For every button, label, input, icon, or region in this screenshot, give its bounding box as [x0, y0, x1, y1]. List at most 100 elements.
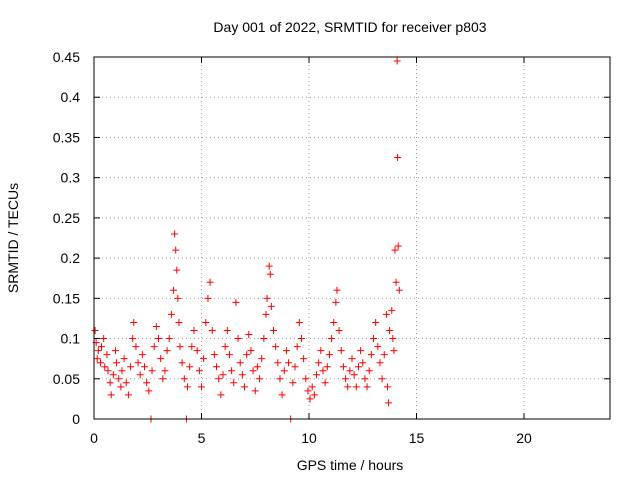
data-point [200, 355, 208, 363]
data-point [132, 343, 140, 351]
data-point [361, 375, 369, 383]
data-point [98, 343, 106, 351]
data-point [167, 310, 175, 318]
data-point [342, 375, 350, 383]
data-points [91, 57, 403, 423]
data-point [374, 343, 382, 351]
x-tick-label: 10 [301, 430, 317, 446]
data-point [136, 371, 144, 379]
data-point [335, 327, 343, 335]
data-point [333, 286, 341, 294]
x-axis-label: GPS time / hours [297, 457, 404, 473]
data-point [120, 355, 128, 363]
plot-frame [93, 56, 611, 420]
chart-title: Day 001 of 2022, SRMTID for receiver p80… [213, 19, 486, 35]
data-point [354, 363, 362, 371]
data-point [323, 363, 331, 371]
data-point [223, 327, 231, 335]
y-tick-label: 0.4 [61, 89, 81, 105]
x-tick-label: 15 [409, 430, 425, 446]
grid [94, 57, 610, 419]
y-tick-label: 0.45 [53, 49, 80, 65]
y-tick-label: 0.25 [53, 210, 80, 226]
data-point [394, 154, 402, 162]
data-point [389, 335, 397, 343]
data-point [348, 355, 356, 363]
data-point [161, 367, 169, 375]
data-point [157, 355, 165, 363]
data-point [145, 387, 153, 395]
data-point [152, 322, 160, 330]
y-tick-label: 0.3 [61, 170, 81, 186]
data-point [202, 318, 210, 326]
data-point [174, 294, 182, 302]
data-point [293, 343, 301, 351]
data-point [393, 57, 401, 65]
data-point [210, 351, 218, 359]
data-point [122, 379, 130, 387]
data-point [270, 327, 278, 335]
data-point [306, 395, 314, 403]
data-point [386, 327, 394, 335]
data-point [148, 367, 156, 375]
y-tick-label: 0.05 [53, 371, 80, 387]
data-point [94, 347, 102, 355]
data-point [330, 318, 338, 326]
data-point [383, 383, 391, 391]
data-point [391, 246, 399, 254]
data-point [124, 391, 132, 399]
data-point [380, 351, 388, 359]
data-point [159, 375, 167, 383]
data-point [91, 327, 99, 335]
data-point [337, 347, 345, 355]
data-point [172, 246, 180, 254]
x-tick-label: 5 [198, 430, 206, 446]
data-point [332, 298, 340, 306]
data-point [308, 383, 316, 391]
x-tick-label: 0 [90, 430, 98, 446]
y-tick-label: 0.2 [61, 250, 81, 266]
data-point [289, 379, 297, 387]
data-point [221, 343, 229, 351]
data-point [302, 375, 310, 383]
data-point [253, 363, 261, 371]
data-point [357, 347, 365, 355]
data-point [339, 363, 347, 371]
data-point [134, 359, 142, 367]
data-point [267, 302, 275, 310]
data-point [195, 367, 203, 375]
y-tick-label: 0 [72, 411, 80, 427]
data-point [171, 230, 179, 238]
data-point [344, 383, 352, 391]
data-point [178, 359, 186, 367]
axis-ticks: 0 0.05 0.1 0.15 0.2 0.25 0.3 0.35 0.4 0.45 0 5 10 15 2… [53, 49, 610, 446]
data-point [319, 367, 327, 375]
data-point [321, 379, 329, 387]
data-point [184, 383, 192, 391]
data-point [304, 387, 312, 395]
data-point [247, 347, 255, 355]
data-point [276, 375, 284, 383]
data-point [188, 343, 196, 351]
data-point [278, 391, 286, 399]
data-point [173, 266, 181, 274]
data-point [96, 359, 104, 367]
data-point [113, 359, 121, 367]
data-point [150, 343, 158, 351]
data-point [263, 294, 271, 302]
data-point [232, 298, 240, 306]
y-axis-label: SRMTID / TECUs [5, 183, 21, 293]
data-point [190, 327, 198, 335]
data-point [317, 347, 325, 355]
data-point [352, 383, 360, 391]
data-point [265, 262, 273, 270]
data-point [117, 383, 125, 391]
data-point [100, 335, 108, 343]
data-point [215, 375, 223, 383]
data-point [138, 351, 146, 359]
data-point [206, 278, 214, 286]
data-point [378, 375, 386, 383]
data-point [370, 335, 377, 343]
data-point [388, 306, 396, 314]
data-point [165, 335, 173, 343]
